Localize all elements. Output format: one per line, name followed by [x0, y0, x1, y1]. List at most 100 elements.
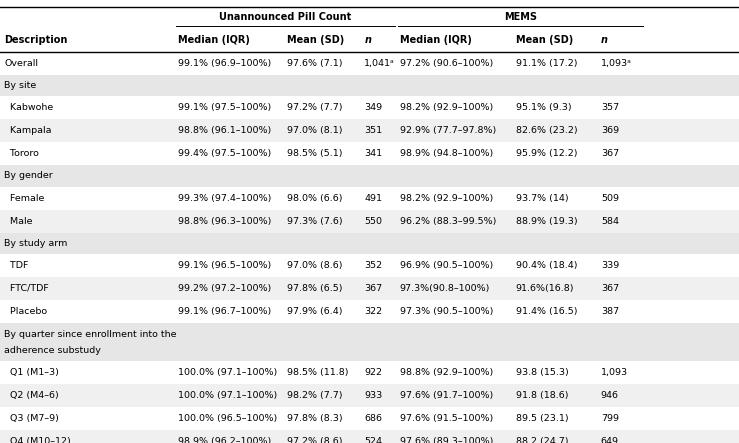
- Text: 90.4% (18.4): 90.4% (18.4): [516, 261, 577, 270]
- Text: 550: 550: [364, 217, 382, 225]
- Text: By quarter since enrollment into the: By quarter since enrollment into the: [4, 330, 177, 339]
- Text: Median (IQR): Median (IQR): [400, 35, 471, 45]
- Text: 98.0% (6.6): 98.0% (6.6): [287, 194, 342, 202]
- Bar: [0, 119, 739, 142]
- Text: 93.8 (15.3): 93.8 (15.3): [516, 368, 568, 377]
- Bar: [0, 187, 739, 210]
- Text: 98.9% (94.8–100%): 98.9% (94.8–100%): [400, 149, 493, 158]
- Text: 93.7% (14): 93.7% (14): [516, 194, 568, 202]
- Text: 97.6% (7.1): 97.6% (7.1): [287, 59, 342, 68]
- Text: 88.2 (24.7): 88.2 (24.7): [516, 437, 568, 443]
- Text: Mean (SD): Mean (SD): [287, 35, 344, 45]
- Text: 99.1% (97.5–100%): 99.1% (97.5–100%): [178, 103, 271, 112]
- Text: Overall: Overall: [4, 59, 38, 68]
- Text: 322: 322: [364, 307, 383, 316]
- Text: 88.9% (19.3): 88.9% (19.3): [516, 217, 577, 225]
- Text: 91.1% (17.2): 91.1% (17.2): [516, 59, 577, 68]
- Text: 1,093: 1,093: [601, 368, 628, 377]
- Text: 99.2% (97.2–100%): 99.2% (97.2–100%): [178, 284, 271, 293]
- Text: 97.3% (90.5–100%): 97.3% (90.5–100%): [400, 307, 493, 316]
- Text: 97.3% (7.6): 97.3% (7.6): [287, 217, 342, 225]
- Text: Mean (SD): Mean (SD): [516, 35, 573, 45]
- Text: By site: By site: [4, 81, 37, 90]
- Text: Female: Female: [4, 194, 45, 202]
- Text: MEMS: MEMS: [504, 12, 537, 22]
- Text: 357: 357: [601, 103, 619, 112]
- Text: 387: 387: [601, 307, 619, 316]
- Text: n: n: [364, 35, 371, 45]
- Text: 98.2% (7.7): 98.2% (7.7): [287, 391, 342, 400]
- Bar: [0, 430, 739, 443]
- Text: TDF: TDF: [4, 261, 29, 270]
- Bar: [0, 52, 739, 75]
- Text: 100.0% (97.1–100%): 100.0% (97.1–100%): [178, 391, 277, 400]
- Text: By gender: By gender: [4, 171, 53, 180]
- Text: 97.3%(90.8–100%): 97.3%(90.8–100%): [400, 284, 490, 293]
- Text: 96.9% (90.5–100%): 96.9% (90.5–100%): [400, 261, 493, 270]
- Text: 99.3% (97.4–100%): 99.3% (97.4–100%): [178, 194, 271, 202]
- Text: 97.8% (6.5): 97.8% (6.5): [287, 284, 342, 293]
- Text: adherence substudy: adherence substudy: [4, 346, 101, 354]
- Text: 95.9% (12.2): 95.9% (12.2): [516, 149, 577, 158]
- Bar: [0, 361, 739, 384]
- Text: 1,093ᵃ: 1,093ᵃ: [601, 59, 632, 68]
- Text: 351: 351: [364, 126, 383, 135]
- Text: 97.2% (7.7): 97.2% (7.7): [287, 103, 342, 112]
- Bar: [0, 29, 739, 52]
- Text: 98.5% (5.1): 98.5% (5.1): [287, 149, 342, 158]
- Text: 352: 352: [364, 261, 383, 270]
- Text: 98.8% (96.1–100%): 98.8% (96.1–100%): [178, 126, 271, 135]
- Text: 98.2% (92.9–100%): 98.2% (92.9–100%): [400, 194, 493, 202]
- Text: Tororo: Tororo: [4, 149, 39, 158]
- Bar: [0, 254, 739, 277]
- Text: 99.1% (96.9–100%): 99.1% (96.9–100%): [178, 59, 271, 68]
- Text: 524: 524: [364, 437, 382, 443]
- Text: 98.9% (96.2–100%): 98.9% (96.2–100%): [178, 437, 271, 443]
- Text: 933: 933: [364, 391, 383, 400]
- Text: Q4 (M10–12): Q4 (M10–12): [4, 437, 71, 443]
- Bar: [0, 210, 739, 233]
- Text: 946: 946: [601, 391, 619, 400]
- Text: 99.1% (96.7–100%): 99.1% (96.7–100%): [178, 307, 271, 316]
- Text: 98.8% (96.3–100%): 98.8% (96.3–100%): [178, 217, 271, 225]
- Text: 349: 349: [364, 103, 383, 112]
- Text: 686: 686: [364, 414, 382, 423]
- Text: Unannounced Pill Count: Unannounced Pill Count: [219, 12, 352, 22]
- Text: 367: 367: [601, 284, 619, 293]
- Text: 91.6%(16.8): 91.6%(16.8): [516, 284, 574, 293]
- Text: Median (IQR): Median (IQR): [178, 35, 250, 45]
- Text: 97.6% (91.5–100%): 97.6% (91.5–100%): [400, 414, 493, 423]
- Text: 1,041ᵃ: 1,041ᵃ: [364, 59, 395, 68]
- Text: 100.0% (96.5–100%): 100.0% (96.5–100%): [178, 414, 277, 423]
- Text: 100.0% (97.1–100%): 100.0% (97.1–100%): [178, 368, 277, 377]
- Text: 89.5 (23.1): 89.5 (23.1): [516, 414, 568, 423]
- Bar: [0, 165, 739, 187]
- Bar: [0, 233, 739, 254]
- Text: 99.4% (97.5–100%): 99.4% (97.5–100%): [178, 149, 271, 158]
- Text: FTC/TDF: FTC/TDF: [4, 284, 50, 293]
- Text: Description: Description: [4, 35, 68, 45]
- Bar: [0, 96, 739, 119]
- Text: By study arm: By study arm: [4, 239, 68, 248]
- Text: 97.6% (91.7–100%): 97.6% (91.7–100%): [400, 391, 493, 400]
- Text: 98.2% (92.9–100%): 98.2% (92.9–100%): [400, 103, 493, 112]
- Text: Kampala: Kampala: [4, 126, 52, 135]
- Text: 97.0% (8.6): 97.0% (8.6): [287, 261, 342, 270]
- Text: 649: 649: [601, 437, 619, 443]
- Text: 367: 367: [364, 284, 383, 293]
- Text: 97.6% (89.3–100%): 97.6% (89.3–100%): [400, 437, 493, 443]
- Text: 584: 584: [601, 217, 619, 225]
- Text: 98.5% (11.8): 98.5% (11.8): [287, 368, 348, 377]
- Text: 91.4% (16.5): 91.4% (16.5): [516, 307, 577, 316]
- Text: 509: 509: [601, 194, 619, 202]
- Text: Q2 (M4–6): Q2 (M4–6): [4, 391, 59, 400]
- Text: 799: 799: [601, 414, 619, 423]
- Bar: [0, 142, 739, 165]
- Text: 82.6% (23.2): 82.6% (23.2): [516, 126, 577, 135]
- Text: 341: 341: [364, 149, 383, 158]
- Text: 367: 367: [601, 149, 619, 158]
- Text: Placebo: Placebo: [4, 307, 47, 316]
- Text: 92.9% (77.7–97.8%): 92.9% (77.7–97.8%): [400, 126, 496, 135]
- Bar: [0, 75, 739, 96]
- Text: Kabwohe: Kabwohe: [4, 103, 54, 112]
